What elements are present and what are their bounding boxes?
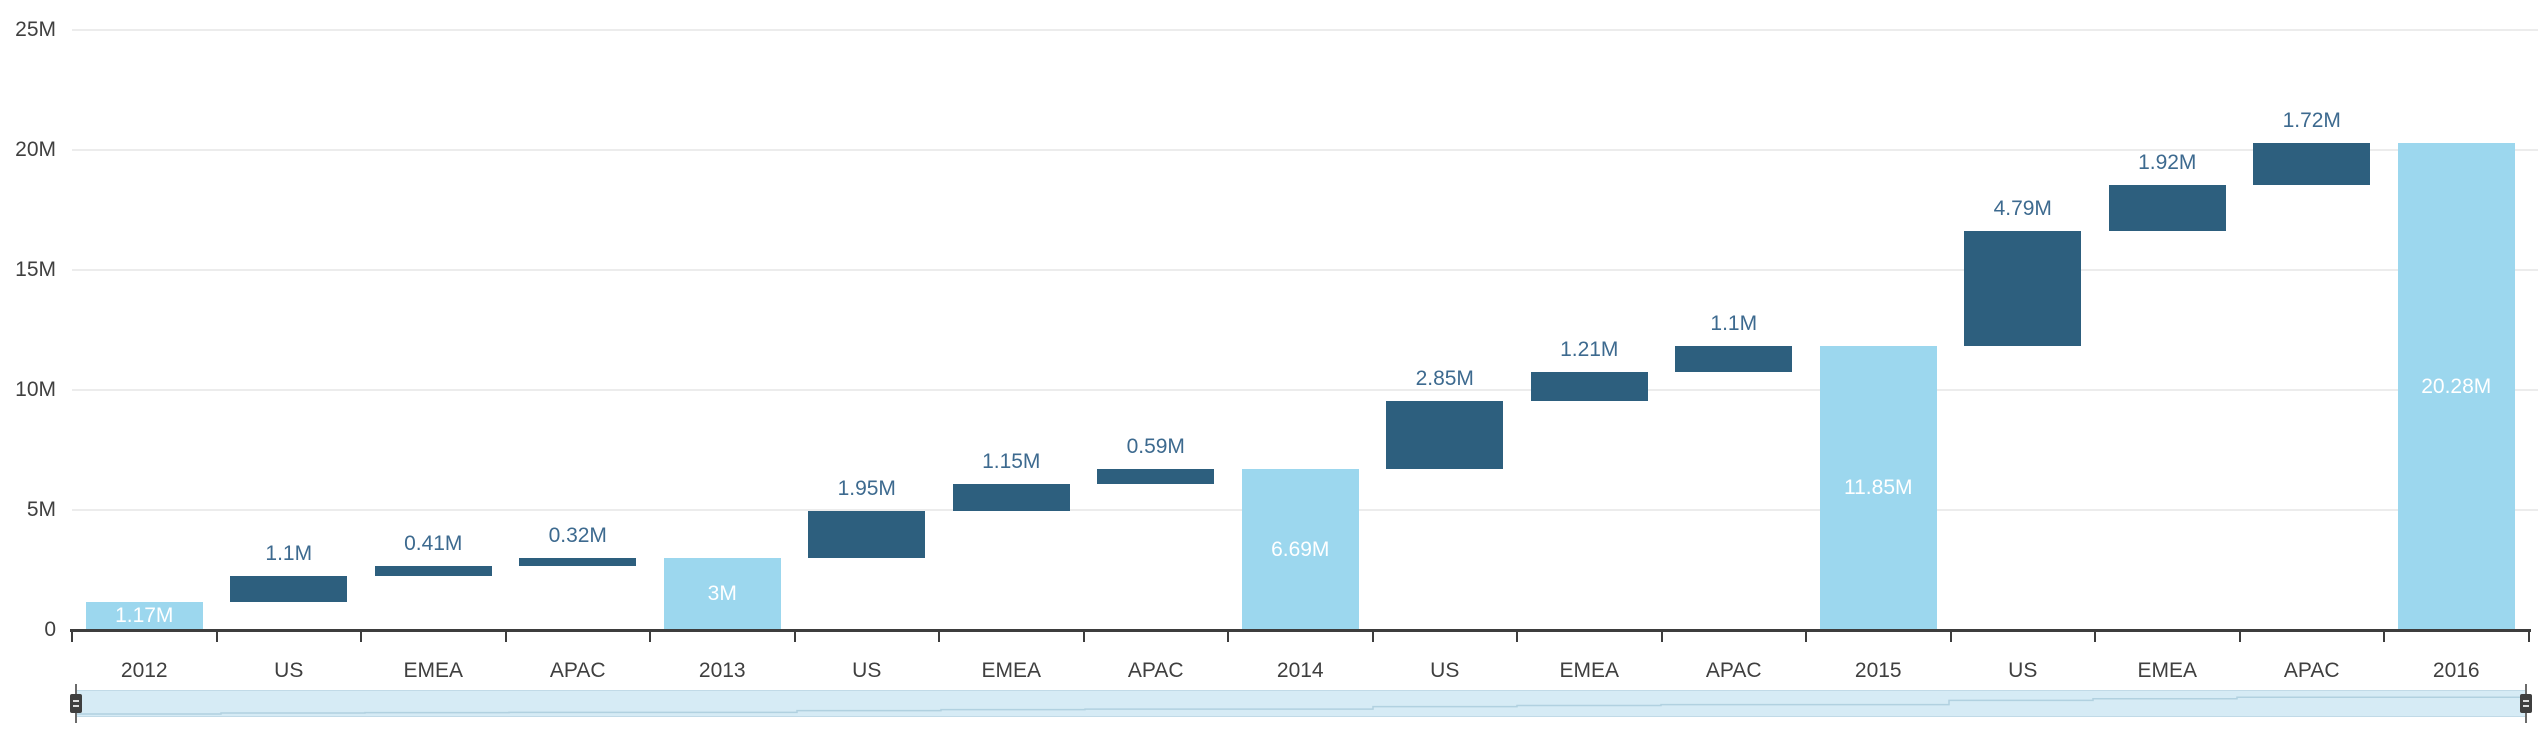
bar-value-label: 1.1M <box>265 541 313 565</box>
x-category-label: US <box>274 659 304 682</box>
x-axis-tick <box>2383 630 2385 642</box>
x-axis-tick <box>1805 630 1807 642</box>
bar-value-label: 11.85M <box>1844 475 1913 499</box>
x-axis-tick <box>215 630 218 642</box>
x-category-label: EMEA <box>403 659 463 682</box>
bar-value-label: 0.32M <box>548 524 607 547</box>
bar-delta-emea[interactable] <box>952 483 1070 512</box>
x-axis-tick <box>1516 630 1518 642</box>
x-axis-tick <box>1660 630 1663 642</box>
bar-delta-apac[interactable] <box>2253 143 2371 185</box>
x-axis-tick <box>1949 630 1952 642</box>
navigator-preview <box>77 696 2525 715</box>
x-axis-tick <box>2527 630 2530 642</box>
bar-value-label: 0.59M <box>1126 435 1185 459</box>
x-axis-tick <box>504 630 507 642</box>
x-category-label: US <box>852 659 882 682</box>
bar-value-label: 1.21M <box>1560 338 1619 361</box>
y-axis-tick-label: 0 <box>44 618 56 641</box>
bar-delta-emea[interactable] <box>1530 372 1648 402</box>
bar-delta-us[interactable] <box>1386 401 1504 470</box>
x-axis-tick <box>2094 630 2096 642</box>
bar-total-2013[interactable]: 3M <box>663 558 781 630</box>
x-category-label: EMEA <box>1559 659 1619 682</box>
x-category-label: APAC <box>1127 659 1184 682</box>
x-axis-tick <box>1227 630 1229 642</box>
x-category-label: APAC <box>1705 659 1762 682</box>
grip-icon <box>2520 694 2532 713</box>
gridline <box>72 29 2538 31</box>
bar-value-label: 2.85M <box>1415 367 1474 391</box>
x-category-label: EMEA <box>2137 659 2197 682</box>
bar-value-label: 3M <box>707 582 737 605</box>
x-axis-tick <box>649 630 651 642</box>
x-category-label: US <box>1430 659 1460 682</box>
gridline <box>72 149 2538 151</box>
y-axis-tick-label: 25M <box>15 18 56 41</box>
bar-delta-emea[interactable] <box>2108 184 2226 231</box>
x-axis-line <box>70 629 2531 632</box>
y-axis-tick-label: 20M <box>15 138 56 161</box>
x-category-label: EMEA <box>981 659 1041 682</box>
bar-value-label: 1.1M <box>1710 311 1758 335</box>
y-axis-tick-label: 5M <box>26 498 56 521</box>
gridline <box>72 269 2538 271</box>
x-axis-tick <box>793 630 796 642</box>
bar-delta-apac[interactable] <box>1097 469 1215 484</box>
x-category-label: APAC <box>2283 659 2340 682</box>
x-category-label: APAC <box>549 659 606 682</box>
bar-total-2012[interactable]: 1.17M <box>85 601 203 630</box>
bar-value-label: 4.79M <box>1993 196 2052 220</box>
x-category-label: 2016 <box>2432 659 2480 682</box>
x-category-label: 2014 <box>1276 659 1324 682</box>
bar-delta-us[interactable] <box>1964 230 2082 346</box>
bar-value-label: 20.28M <box>2421 374 2492 398</box>
bar-value-label: 0.41M <box>404 531 463 555</box>
bar-value-label: 1.15M <box>982 449 1041 473</box>
x-axis-tick <box>71 630 73 642</box>
x-axis-tick <box>360 630 362 642</box>
bar-delta-us[interactable] <box>808 511 926 558</box>
bar-delta-us[interactable] <box>230 575 348 602</box>
navigator-left-handle[interactable] <box>70 684 82 723</box>
grip-icon <box>70 694 82 713</box>
y-axis-tick-label: 15M <box>15 258 56 281</box>
gridline <box>72 389 2538 391</box>
y-axis-tick-label: 10M <box>15 378 56 401</box>
x-axis-tick <box>938 630 940 642</box>
bar-total-2015[interactable]: 11.85M <box>1819 345 1937 630</box>
x-axis-tick <box>1371 630 1374 642</box>
x-category-label: 2012 <box>120 659 168 682</box>
x-category-label: 2015 <box>1854 659 1902 682</box>
navigator-track[interactable] <box>76 690 2526 717</box>
bar-delta-apac[interactable] <box>1675 345 1793 372</box>
bar-total-2016[interactable]: 20.28M <box>2397 143 2515 630</box>
bar-value-label: 1.92M <box>2138 150 2197 174</box>
x-category-label: US <box>2008 659 2038 682</box>
bar-delta-emea[interactable] <box>374 565 492 576</box>
x-category-label: 2013 <box>698 659 746 682</box>
x-axis-tick <box>2238 630 2241 642</box>
bar-value-label: 6.69M <box>1271 537 1330 561</box>
bar-value-label: 1.95M <box>837 477 896 501</box>
x-axis-tick <box>1082 630 1085 642</box>
bar-delta-apac[interactable] <box>519 558 637 566</box>
bar-total-2014[interactable]: 6.69M <box>1241 469 1359 630</box>
bar-value-label: 1.17M <box>115 603 174 627</box>
bar-value-label: 1.72M <box>2282 109 2341 133</box>
navigator-right-handle[interactable] <box>2520 684 2532 723</box>
